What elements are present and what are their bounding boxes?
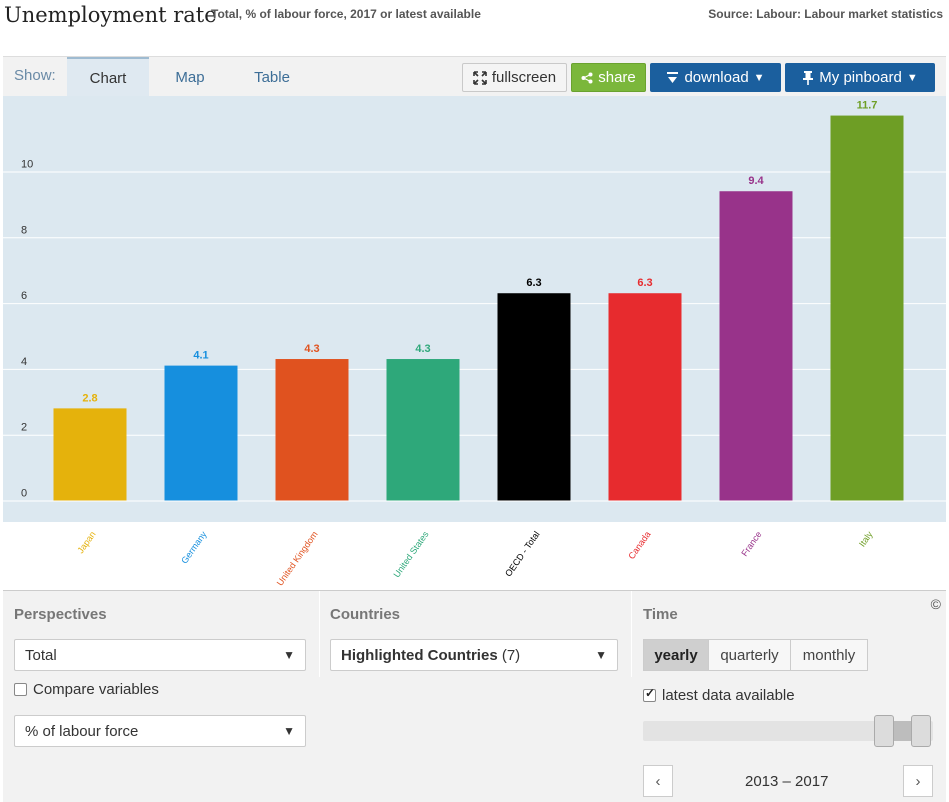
fullscreen-label: fullscreen [491, 69, 557, 86]
pin-icon [803, 70, 814, 85]
bar [719, 191, 793, 501]
download-icon [667, 72, 679, 83]
checkbox-icon [14, 683, 27, 696]
data-label: 6.3 [526, 277, 541, 289]
chevron-left-icon: ‹ [655, 772, 661, 790]
latest-data-label: latest data available [662, 687, 795, 704]
y-tick-label: 10 [21, 159, 33, 171]
pinboard-label: My pinboard [819, 69, 902, 86]
page-subtitle: Total, % of labour force, 2017 or latest… [211, 7, 481, 21]
x-tick-label: Germany [179, 529, 209, 565]
fullscreen-button[interactable]: fullscreen [462, 63, 567, 92]
divider [319, 591, 320, 677]
page-title: Unemployment rate [4, 3, 217, 27]
data-label: 4.3 [304, 343, 319, 355]
tab-map[interactable]: Map [175, 68, 205, 86]
show-label: Show: [14, 67, 56, 84]
countries-title: Countries [330, 606, 401, 623]
chevron-right-icon: › [915, 772, 921, 790]
plot-background [3, 96, 946, 522]
bar [386, 359, 460, 501]
bar [275, 359, 349, 501]
bar-chart: 0 2 4 6 8 10 2.8 Japan 4.1 Germany 4.3 United Kingd… [3, 96, 946, 588]
share-icon [581, 72, 593, 83]
countries-value: Highlighted Countries [341, 647, 498, 664]
checkbox-checked-icon [643, 686, 656, 702]
measure-select[interactable]: % of labour force ▼ [14, 715, 306, 747]
share-button[interactable]: share [571, 63, 646, 92]
data-label: 4.1 [193, 350, 208, 362]
perspective-select[interactable]: Total ▼ [14, 639, 306, 671]
bar [830, 115, 904, 501]
slider-start-handle[interactable] [874, 715, 894, 747]
data-label: 9.4 [748, 175, 764, 187]
x-tick-label: France [739, 529, 763, 558]
caret-down-icon: ▼ [283, 648, 295, 662]
caret-down-icon: ▼ [753, 71, 765, 84]
data-label: 4.3 [415, 343, 430, 355]
x-tick-label: United States [391, 529, 430, 579]
data-label: 2.8 [82, 392, 97, 404]
y-tick-label: 2 [21, 422, 27, 434]
y-tick-label: 6 [21, 290, 27, 302]
freq-yearly-button[interactable]: yearly [643, 639, 709, 671]
x-tick-label: OECD - Total [503, 529, 542, 578]
caret-down-icon: ▼ [595, 648, 607, 662]
copyright-icon[interactable]: © [930, 596, 941, 612]
chart-header: Unemployment rate Total, % of labour for… [0, 0, 949, 56]
countries-select[interactable]: Highlighted Countries (7) ▼ [330, 639, 618, 671]
tab-table[interactable]: Table [254, 68, 290, 86]
x-tick-label: Japan [75, 529, 97, 555]
divider [631, 591, 632, 677]
source-link[interactable]: Source: Labour: Labour market statistics [708, 7, 943, 21]
tab-chart[interactable]: Chart [67, 57, 149, 97]
prev-period-button[interactable]: ‹ [643, 765, 673, 797]
toolbar: Show: Chart Map Table fullscreen share d… [3, 56, 946, 97]
bar [164, 365, 238, 501]
y-tick-label: 4 [21, 356, 27, 368]
measure-value: % of labour force [25, 723, 139, 740]
perspectives-title: Perspectives [14, 606, 107, 623]
bar [497, 293, 571, 501]
download-button[interactable]: download ▼ [650, 63, 781, 92]
slider-end-handle[interactable] [911, 715, 931, 747]
next-period-button[interactable]: › [903, 765, 933, 797]
caret-down-icon: ▼ [906, 71, 918, 84]
expand-icon [473, 70, 487, 85]
chart-area: 0 2 4 6 8 10 2.8 Japan 4.1 Germany 4.3 United Kingd… [3, 96, 946, 590]
share-label: share [598, 69, 636, 86]
time-title: Time [643, 606, 678, 623]
data-label: 6.3 [637, 277, 652, 289]
time-slider[interactable] [643, 715, 933, 747]
data-label: 11.7 [857, 100, 878, 112]
download-label: download [684, 69, 749, 86]
countries-count: (7) [501, 647, 521, 664]
perspective-value: Total [25, 647, 57, 664]
controls-panel: © Perspectives Total ▼ Compare variables… [3, 590, 946, 802]
time-range-text: 2013 – 2017 [745, 773, 829, 790]
x-tick-label: Italy [857, 529, 875, 549]
latest-data-checkbox[interactable]: latest data available [643, 686, 795, 704]
y-tick-label: 0 [21, 488, 27, 500]
freq-quarterly-button[interactable]: quarterly [708, 639, 791, 671]
bar [608, 293, 682, 501]
bar [53, 408, 127, 501]
caret-down-icon: ▼ [283, 724, 295, 738]
compare-variables-checkbox[interactable]: Compare variables [14, 681, 159, 698]
x-tick-label: United Kingdom [275, 529, 320, 587]
freq-monthly-button[interactable]: monthly [790, 639, 868, 671]
pinboard-button[interactable]: My pinboard ▼ [785, 63, 935, 92]
y-tick-label: 8 [21, 224, 27, 236]
compare-variables-label: Compare variables [33, 681, 159, 698]
x-tick-label: Canada [626, 529, 652, 561]
